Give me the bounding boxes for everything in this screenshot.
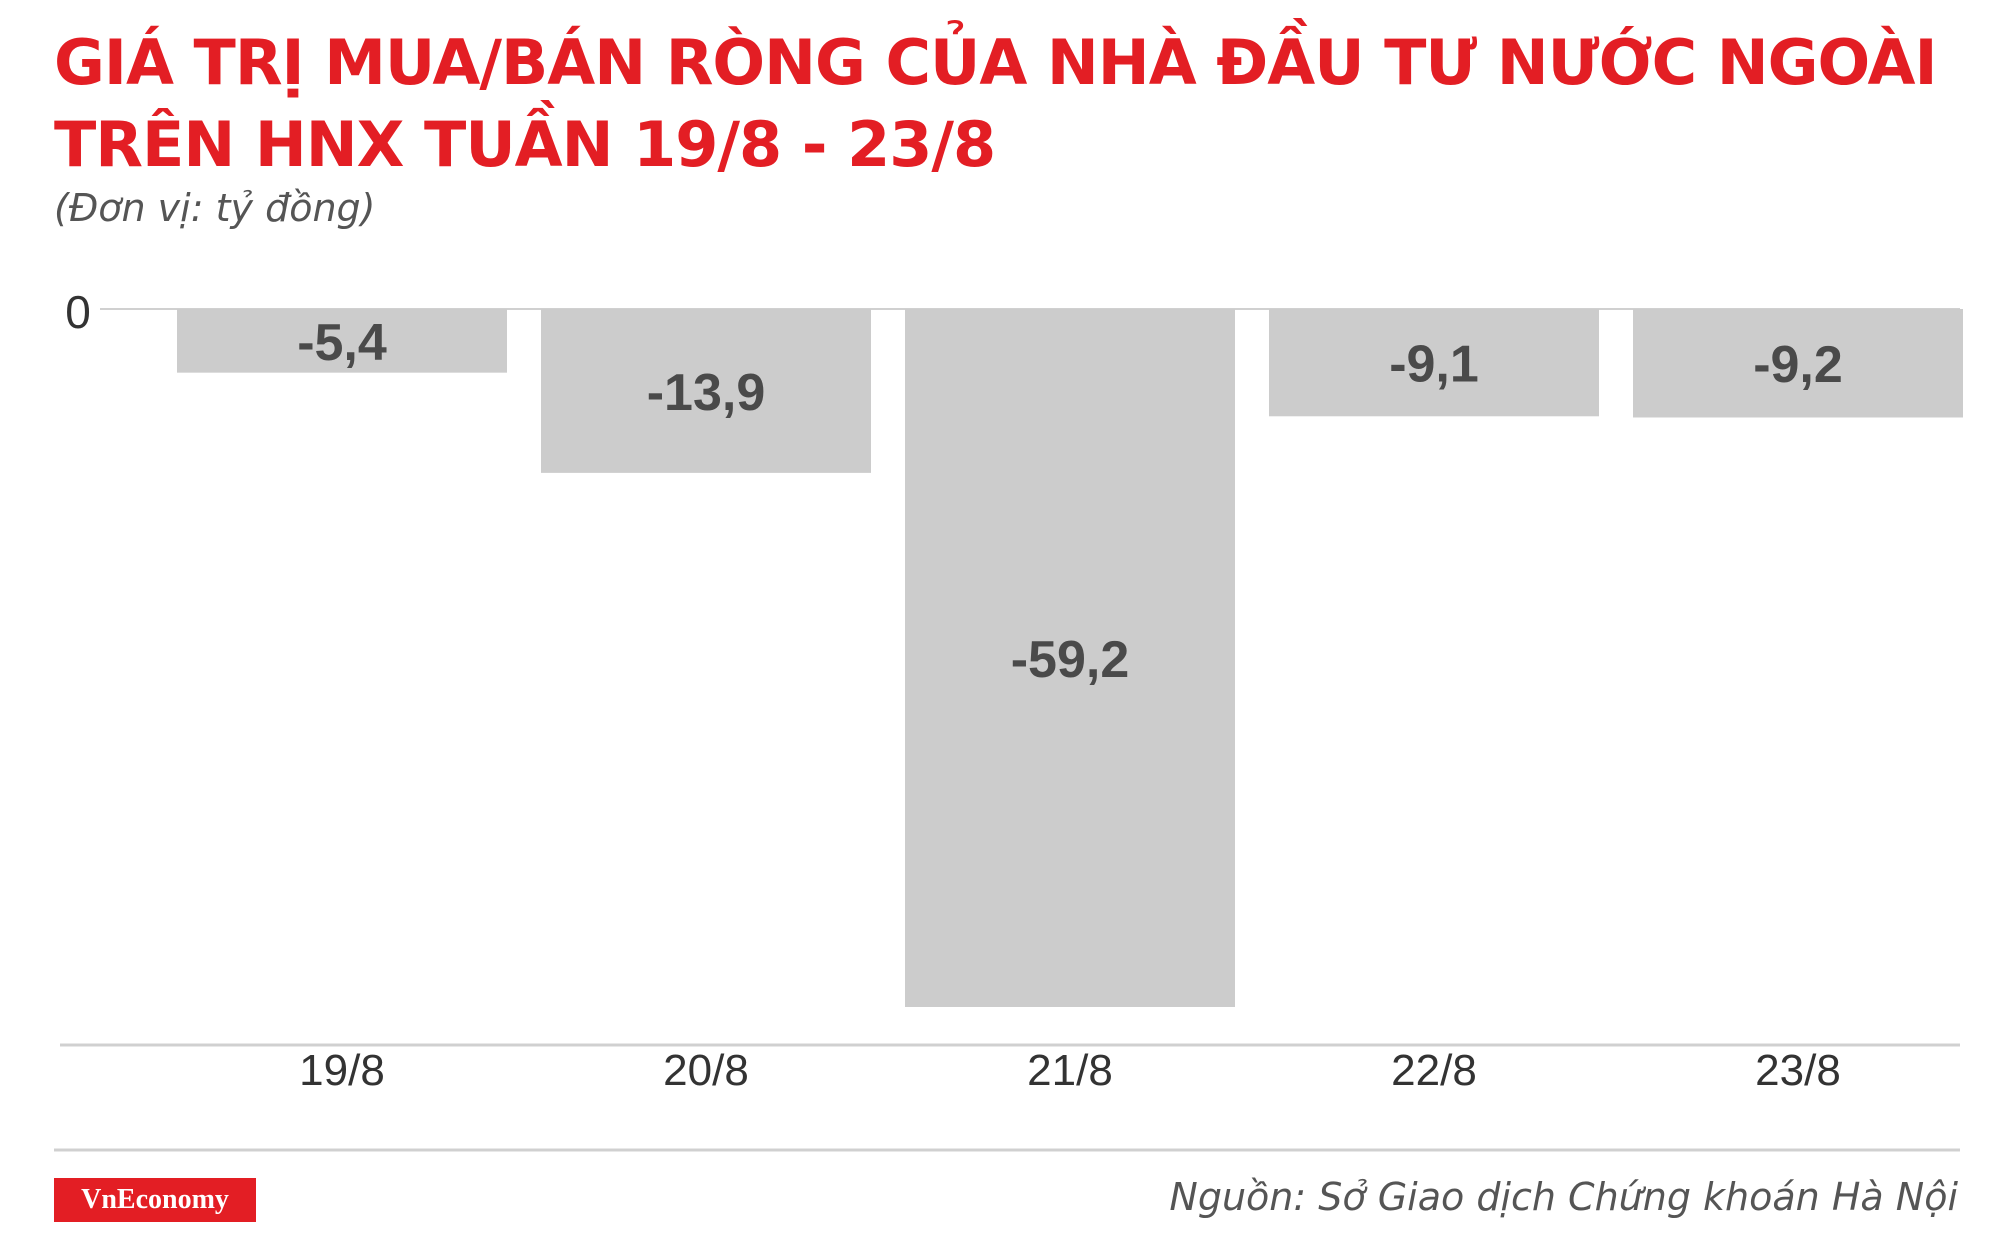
value-label-21/8: -59,2 [1011,631,1130,689]
chart-title: GIÁ TRỊ MUA/BÁN RÒNG CỦA NHÀ ĐẦU TƯ NƯỚC… [54,22,1938,186]
category-label-20/8: 20/8 [663,1046,749,1095]
source-note: Nguồn: Sở Giao dịch Chứng khoán Hà Nội [1169,1175,1958,1219]
bar-20/8 [541,309,871,473]
title-line-2: TRÊN HNX TUẦN 19/8 - 23/8 [54,108,996,181]
bar-21/8 [905,309,1235,1007]
value-label-23/8: -9,2 [1753,336,1843,394]
category-label-22/8: 22/8 [1391,1046,1477,1095]
unit-label: (Đơn vị: tỷ đồng) [54,186,376,230]
y-tick-label-0: 0 [65,286,91,338]
title-line-1: GIÁ TRỊ MUA/BÁN RÒNG CỦA NHÀ ĐẦU TƯ NƯỚC… [54,26,1938,99]
category-label-23/8: 23/8 [1755,1046,1841,1095]
bar-22/8 [1269,309,1599,417]
value-label-19/8: -5,4 [297,314,387,372]
bar-23/8 [1633,309,1963,418]
category-label-19/8: 19/8 [299,1046,385,1095]
value-label-22/8: -9,1 [1389,336,1479,394]
bar-19/8 [177,309,507,373]
vneconomy-logo: VnEconomy [54,1178,256,1222]
value-label-20/8: -13,9 [647,364,766,422]
category-label-21/8: 21/8 [1027,1046,1113,1095]
